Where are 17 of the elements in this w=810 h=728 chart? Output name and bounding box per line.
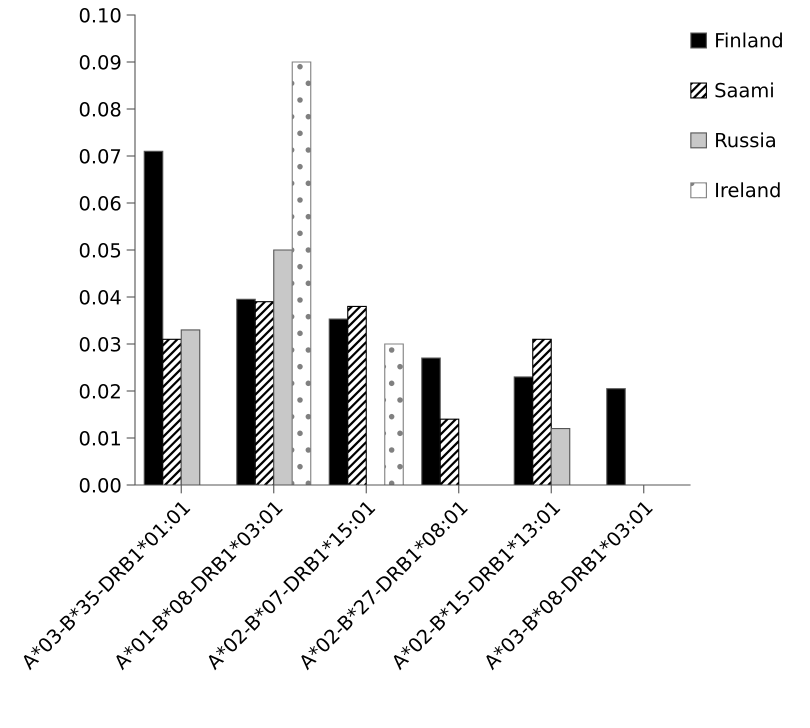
legend-label: Russia bbox=[716, 132, 775, 148]
legend-label: Ireland bbox=[716, 182, 780, 198]
y-tick-label: 0.03 bbox=[80, 336, 120, 352]
y-tick-label: 0.07 bbox=[80, 148, 120, 164]
y-tick-label: 0.05 bbox=[80, 242, 120, 258]
bar bbox=[292, 61, 312, 485]
y-tick-label: 0.10 bbox=[80, 8, 121, 23]
y-tick-label: 0.02 bbox=[80, 384, 120, 399]
bar bbox=[384, 343, 404, 485]
y-tick-label: 0.06 bbox=[80, 196, 121, 211]
legend-label: Finland bbox=[716, 32, 782, 48]
legend-label: Saami bbox=[715, 82, 773, 98]
y-tick-label: 0.01 bbox=[80, 430, 120, 446]
y-tick-label: 0.04 bbox=[80, 290, 121, 305]
y-tick-label: 0.00 bbox=[80, 478, 121, 493]
y-tick-label: 0.08 bbox=[80, 102, 120, 117]
y-tick-label: 0.09 bbox=[80, 54, 120, 70]
